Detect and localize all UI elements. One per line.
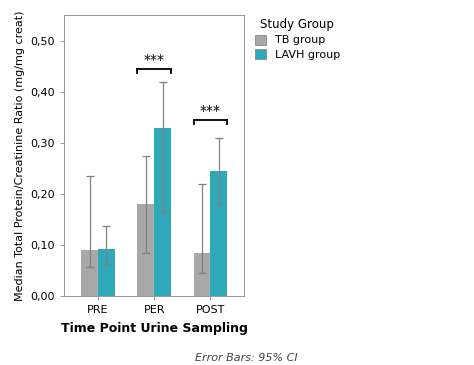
Bar	[98, 249, 115, 296]
Bar	[154, 128, 171, 296]
Bar	[210, 171, 227, 296]
X-axis label: Time Point Urine Sampling: Time Point Urine Sampling	[61, 322, 247, 335]
Text: ***: ***	[144, 53, 164, 67]
Bar	[137, 204, 154, 296]
Y-axis label: Median Total Protein/Creatinine Ratio (mg/mg creat): Median Total Protein/Creatinine Ratio (m…	[15, 11, 25, 301]
Text: Error Bars: 95% CI: Error Bars: 95% CI	[195, 353, 298, 363]
Bar	[81, 250, 98, 296]
Text: ***: ***	[200, 104, 221, 118]
Bar	[193, 253, 210, 296]
Legend: TB group, LAVH group: TB group, LAVH group	[251, 15, 343, 63]
